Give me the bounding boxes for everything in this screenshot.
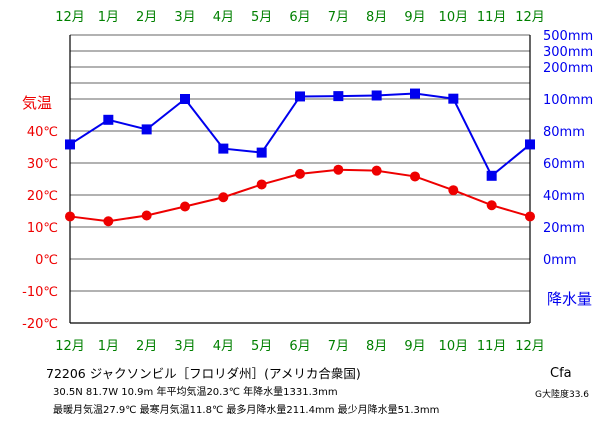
- temperature-point: [410, 171, 420, 182]
- precipitation-point: [180, 94, 190, 104]
- temp-tick-label: 20℃: [27, 189, 58, 204]
- month-label-bottom: 8月: [366, 339, 387, 354]
- temp-tick-label: -20℃: [22, 317, 58, 332]
- month-label-bottom: 1月: [98, 339, 119, 354]
- month-label-top: 12月: [515, 10, 545, 25]
- koppen-classification: Cfa: [550, 366, 572, 381]
- month-label-top: 2月: [136, 10, 157, 25]
- precip-tick-label: 500mm: [543, 29, 593, 44]
- precipitation-point: [448, 93, 459, 104]
- precipitation-point: [486, 170, 497, 181]
- month-label-bottom: 7月: [328, 339, 349, 354]
- precip-tick-label: 0mm: [543, 253, 577, 268]
- precipitation-point: [295, 91, 305, 102]
- temp-axis-label: 気温: [22, 94, 52, 112]
- temperature-point: [141, 210, 152, 221]
- month-label-top: 8月: [366, 10, 387, 25]
- month-label-bottom: 6月: [289, 339, 310, 354]
- precipitation-point: [525, 139, 535, 150]
- precip-axis-label: 降水量: [547, 290, 592, 308]
- month-label-top: 6月: [289, 10, 310, 25]
- station-stats-summary: 30.5N 81.7W 10.9m 年平均気温20.3℃ 年降水量1331.3m…: [53, 387, 338, 398]
- temperature-point: [103, 216, 114, 227]
- month-label-top: 1月: [98, 10, 119, 25]
- month-label-bottom: 12月: [55, 339, 85, 354]
- month-label-top: 9月: [404, 10, 425, 25]
- month-label-top: 12月: [55, 10, 85, 25]
- precipitation-point: [371, 90, 382, 101]
- station-title: 72206 ジャクソンビル［フロリダ州］(アメリカ合衆国): [46, 366, 361, 381]
- month-label-bottom: 12月: [515, 339, 545, 354]
- month-label-bottom: 5月: [251, 339, 272, 354]
- month-label-bottom: 11月: [477, 339, 507, 354]
- temperature-point: [525, 211, 535, 222]
- temperature-point: [333, 164, 344, 175]
- precip-tick-label: 60mm: [543, 157, 585, 172]
- precipitation-point: [218, 143, 229, 154]
- temp-tick-label: 0℃: [35, 253, 58, 268]
- month-label-top: 10月: [439, 10, 469, 25]
- temp-tick-label: 10℃: [27, 221, 58, 236]
- month-label-bottom: 2月: [136, 339, 157, 354]
- precipitation-point: [256, 147, 267, 158]
- precipitation-point: [65, 139, 75, 150]
- precip-tick-label: 40mm: [543, 189, 585, 204]
- temp-tick-label: 30℃: [27, 157, 58, 172]
- temperature-point: [65, 211, 75, 222]
- precip-tick-label: 100mm: [543, 93, 593, 108]
- precipitation-point: [103, 114, 114, 125]
- month-label-bottom: 4月: [213, 339, 234, 354]
- month-label-bottom: 10月: [439, 339, 469, 354]
- month-label-bottom: 9月: [404, 339, 425, 354]
- precip-tick-label: 20mm: [543, 221, 585, 236]
- temp-tick-label: -10℃: [22, 285, 58, 300]
- precip-tick-label: 200mm: [543, 61, 593, 76]
- month-label-top: 3月: [174, 10, 195, 25]
- temperature-point: [448, 185, 459, 196]
- temperature-point: [256, 179, 267, 190]
- precip-tick-label: 300mm: [543, 45, 593, 60]
- temperature-point: [295, 168, 305, 179]
- temp-tick-label: 40℃: [27, 125, 58, 140]
- month-label-bottom: 3月: [174, 339, 195, 354]
- precipitation-point: [410, 88, 420, 99]
- month-label-top: 11月: [477, 10, 507, 25]
- precip-tick-label: 80mm: [543, 125, 585, 140]
- month-label-top: 7月: [328, 10, 349, 25]
- month-label-top: 5月: [251, 10, 272, 25]
- temperature-point: [218, 192, 229, 203]
- continentality-index: G大陸度33.6: [535, 390, 590, 400]
- month-label-top: 4月: [213, 10, 234, 25]
- temperature-point: [371, 165, 382, 176]
- precipitation-point: [141, 124, 152, 135]
- precipitation-point: [333, 91, 344, 102]
- temperature-point: [486, 200, 497, 211]
- temperature-point: [180, 201, 190, 212]
- station-stats-extremes: 最暖月気温27.9℃ 最寒月気温11.8℃ 最多月降水量211.4mm 最少月降…: [53, 405, 440, 416]
